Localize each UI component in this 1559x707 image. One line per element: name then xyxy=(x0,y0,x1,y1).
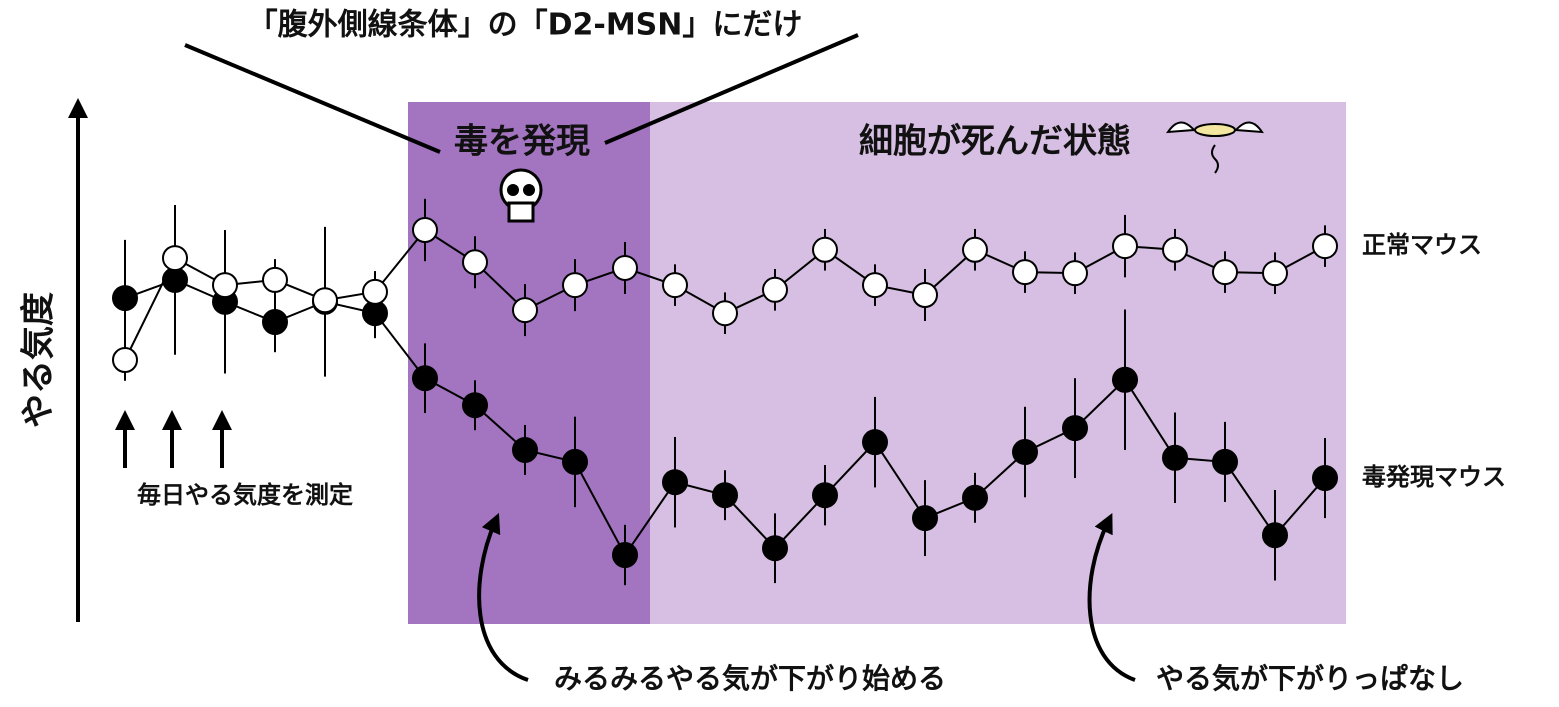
chart-title: 「腹外側線条体」の「D2-MSN」にだけ xyxy=(248,8,803,43)
point xyxy=(512,436,538,463)
skull-icon xyxy=(499,168,543,223)
point xyxy=(462,392,488,419)
point xyxy=(612,542,638,568)
point xyxy=(712,482,738,509)
annotation: 細胞が死んだ状態 xyxy=(859,122,1131,162)
point xyxy=(1262,522,1288,549)
y-label: やる気度 xyxy=(19,292,59,428)
point xyxy=(962,484,988,511)
point xyxy=(812,482,838,509)
point xyxy=(412,365,438,392)
point xyxy=(1062,260,1088,287)
point xyxy=(362,278,388,305)
point xyxy=(212,272,238,299)
point xyxy=(812,236,838,263)
annotation: やる気が下がりっぱなし xyxy=(1156,662,1464,695)
point xyxy=(1312,233,1338,260)
point xyxy=(1012,439,1038,466)
point xyxy=(1162,236,1188,263)
point xyxy=(562,272,588,299)
point xyxy=(662,272,688,299)
point xyxy=(712,300,738,327)
point xyxy=(112,347,138,373)
point xyxy=(262,309,288,336)
measure-arrows xyxy=(115,410,232,468)
point xyxy=(762,535,788,562)
point xyxy=(912,505,938,532)
point xyxy=(1112,233,1138,260)
point xyxy=(762,276,788,303)
point xyxy=(162,266,188,293)
point xyxy=(462,249,488,276)
annotation: 毎日やる気度を測定 xyxy=(137,481,353,509)
point xyxy=(1162,444,1188,471)
point xyxy=(612,254,638,281)
dead-region xyxy=(650,102,1346,624)
point xyxy=(262,266,288,293)
point xyxy=(1012,259,1038,286)
annotation: みるみるやる気が下がり始める xyxy=(554,662,946,695)
point xyxy=(1312,465,1338,492)
point xyxy=(862,429,888,456)
point xyxy=(1212,448,1238,475)
legend-label: 正常マウス xyxy=(1362,231,1482,259)
curved-arrow xyxy=(1087,512,1136,682)
point xyxy=(862,272,888,299)
curved-arrow xyxy=(477,512,529,682)
point xyxy=(1112,366,1138,393)
point xyxy=(1262,260,1288,287)
point xyxy=(162,245,188,272)
point xyxy=(512,297,538,324)
point xyxy=(412,217,438,243)
point xyxy=(912,282,938,308)
pointer-line xyxy=(184,43,441,154)
point xyxy=(1212,259,1238,286)
point xyxy=(1062,415,1088,442)
annotation: 毒を発現 xyxy=(454,122,590,162)
point xyxy=(962,236,988,263)
point xyxy=(562,448,588,475)
point xyxy=(112,285,138,312)
pointer-line xyxy=(604,33,859,145)
point xyxy=(662,469,688,496)
angel-icon xyxy=(1166,121,1264,174)
point xyxy=(312,287,338,314)
legend-label: 毒発現マウス xyxy=(1362,463,1506,491)
